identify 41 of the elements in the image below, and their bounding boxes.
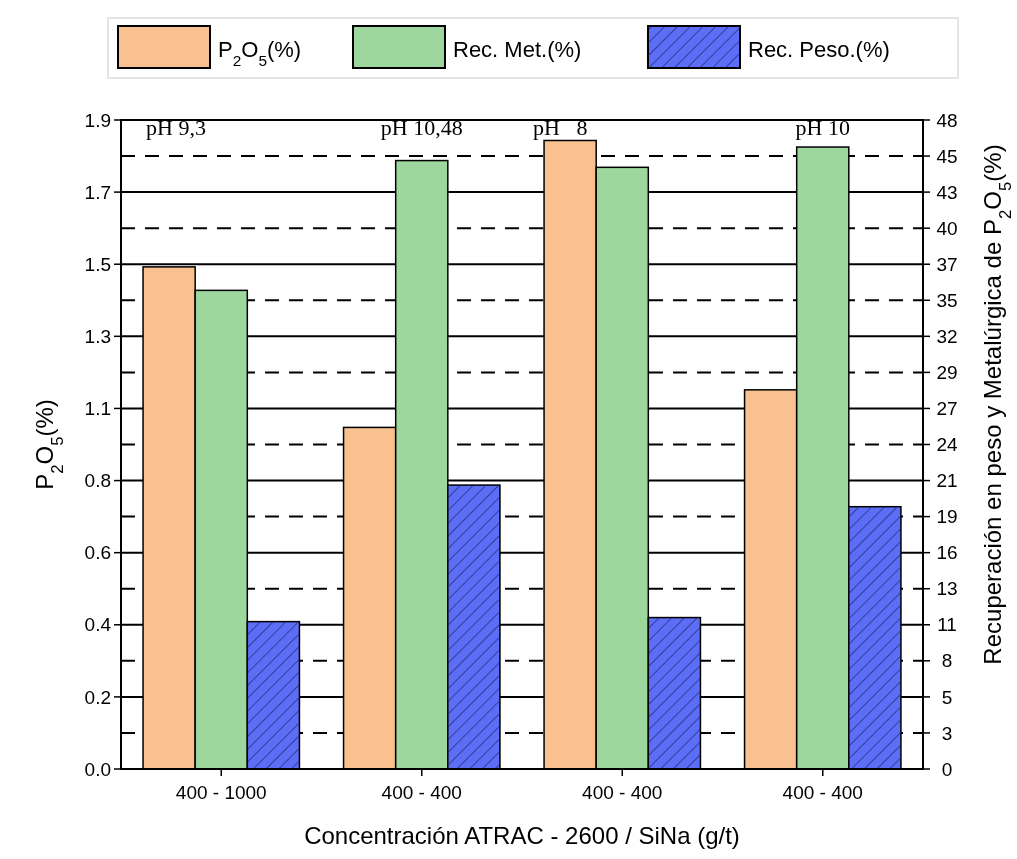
y2-tick-label: 0 [941, 758, 953, 780]
legend-label: P$_{2}$O$_{5}$(%) [218, 37, 302, 69]
y2-tick-label: 43 [936, 181, 958, 203]
x-tick-label: 400 - 1000 [175, 782, 267, 803]
annotation: pH 10,48 [380, 115, 463, 140]
y2-tick-label: 27 [936, 398, 958, 420]
y2-tick-label: 13 [936, 578, 958, 600]
annotation: pH 8 [533, 115, 588, 140]
y-tick-label: 1.9 [84, 109, 111, 131]
y2-tick-label: 3 [941, 722, 953, 744]
y-tick-label: 0.6 [84, 542, 111, 564]
y2-tick-label: 16 [936, 542, 958, 564]
y2-tick-label: 21 [936, 470, 958, 492]
y2-tick-label: 40 [936, 217, 958, 239]
x-tick-label: 400 - 400 [381, 782, 462, 803]
y-tick-label: 1.3 [84, 325, 111, 347]
y2-tick-label: 35 [936, 289, 958, 311]
y2-tick-label: 8 [941, 650, 953, 672]
y-tick-label: 1.1 [84, 398, 111, 420]
x-tick-label: 400 - 400 [582, 782, 663, 803]
y-tick-label: 0.8 [84, 470, 111, 492]
x-tick-label: 400 - 400 [782, 782, 863, 803]
y2-tick-label: 48 [936, 109, 958, 131]
y-tick-label: 0.0 [84, 758, 111, 780]
y-tick-label: 0.2 [84, 686, 111, 708]
y2-tick-label: 11 [937, 614, 957, 636]
y2-tick-label: 45 [936, 145, 958, 167]
y-tick-label: 1.5 [84, 253, 111, 275]
annotation: pH 10 [795, 115, 850, 140]
y2-tick-label: 19 [936, 506, 958, 528]
x-axis-title: Concentración ATRAC - 2600 / SiNa (g/t) [304, 822, 740, 849]
legend-label: Rec. Peso.(%) [748, 37, 890, 62]
y-tick-label: 1.7 [84, 181, 111, 203]
y-tick-label: 0.4 [84, 614, 112, 636]
y2-tick-label: 37 [936, 253, 958, 275]
y2-tick-label: 24 [936, 434, 958, 456]
y2-tick-label: 5 [941, 686, 953, 708]
y2-tick-label: 32 [936, 325, 958, 347]
annotation: pH 9,3 [146, 115, 206, 140]
y2-tick-label: 29 [936, 362, 958, 384]
legend-label: Rec. Met.(%) [453, 37, 582, 62]
